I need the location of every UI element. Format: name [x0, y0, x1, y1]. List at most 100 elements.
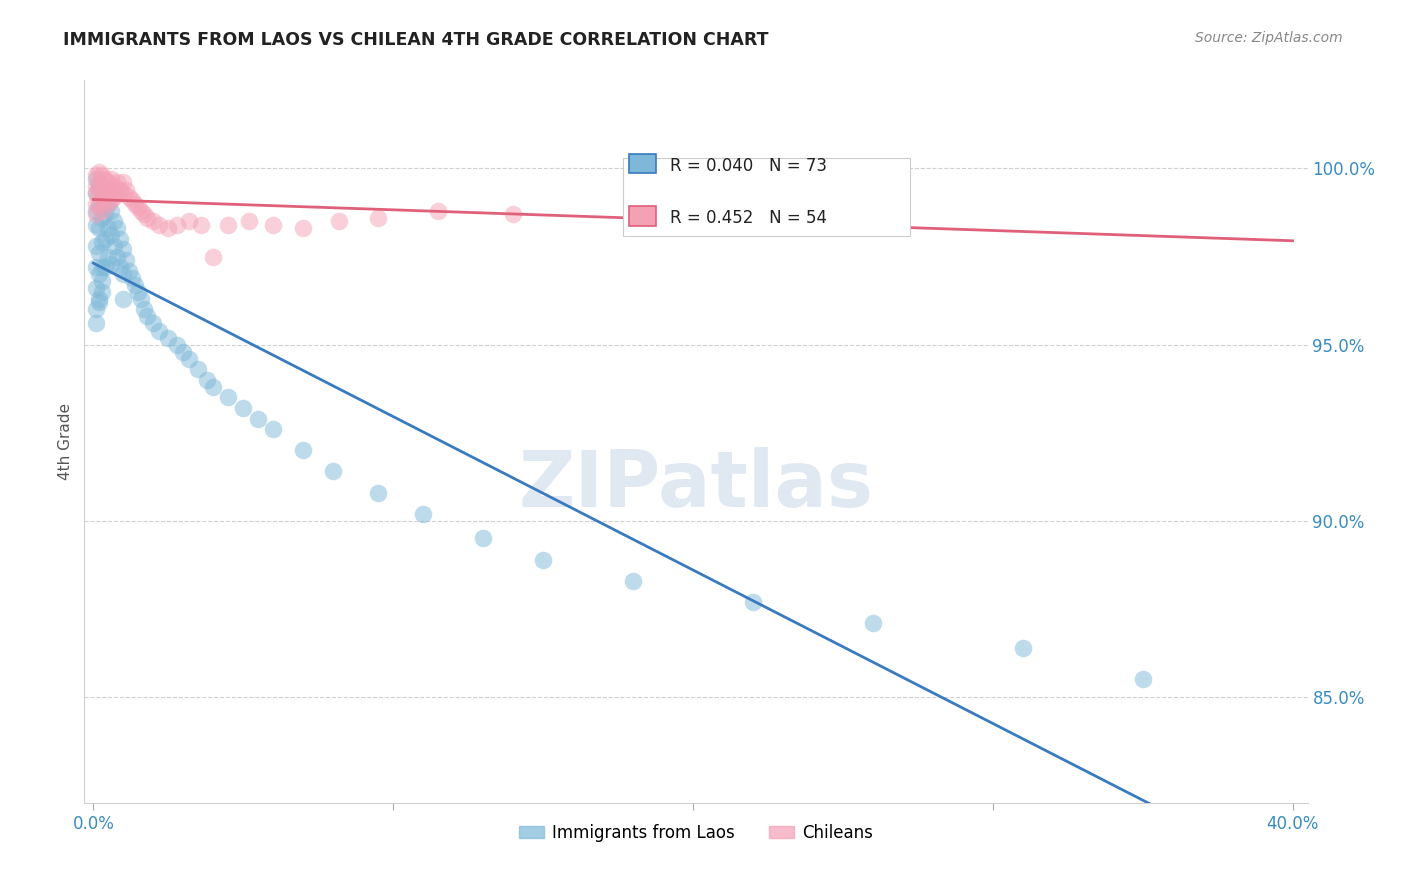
Point	[86, 218, 108, 232]
Point	[148, 218, 170, 232]
Point	[110, 182, 132, 196]
Point	[202, 250, 225, 264]
Point	[112, 292, 135, 306]
Point	[110, 232, 132, 246]
FancyBboxPatch shape	[628, 206, 655, 226]
Point	[262, 218, 284, 232]
Point	[97, 221, 120, 235]
Point	[100, 172, 122, 186]
Point	[94, 193, 117, 207]
Point	[86, 186, 108, 200]
Point	[131, 203, 153, 218]
Y-axis label: 4th Grade: 4th Grade	[58, 403, 73, 480]
Point	[134, 207, 156, 221]
Point	[91, 189, 114, 203]
Point	[742, 595, 765, 609]
FancyBboxPatch shape	[623, 158, 910, 235]
Point	[86, 169, 108, 183]
Point	[136, 211, 159, 225]
Point	[112, 186, 135, 200]
Point	[91, 274, 114, 288]
Point	[367, 485, 389, 500]
Point	[103, 179, 125, 194]
Point	[89, 221, 111, 235]
Point	[112, 243, 135, 257]
Point	[322, 465, 344, 479]
Point	[127, 285, 149, 299]
Point	[86, 302, 108, 317]
Point	[86, 260, 108, 274]
Point	[94, 182, 117, 196]
Point	[86, 203, 108, 218]
Point	[412, 507, 434, 521]
Point	[89, 196, 111, 211]
Point	[103, 214, 125, 228]
Point	[94, 207, 117, 221]
Legend: Immigrants from Laos, Chileans: Immigrants from Laos, Chileans	[513, 817, 879, 848]
Point	[179, 214, 201, 228]
Point	[110, 260, 132, 274]
Point	[621, 196, 644, 211]
Point	[134, 302, 156, 317]
Point	[157, 221, 180, 235]
Text: IMMIGRANTS FROM LAOS VS CHILEAN 4TH GRADE CORRELATION CHART: IMMIGRANTS FROM LAOS VS CHILEAN 4TH GRAD…	[63, 31, 769, 49]
Point	[86, 239, 108, 253]
Point	[89, 267, 111, 281]
Point	[94, 182, 117, 196]
Point	[86, 186, 108, 200]
Point	[862, 615, 884, 630]
Point	[292, 443, 315, 458]
Point	[103, 239, 125, 253]
Point	[115, 182, 138, 196]
Point	[202, 380, 225, 394]
Text: ZIPatlas: ZIPatlas	[519, 447, 873, 523]
Point	[157, 330, 180, 344]
Point	[91, 211, 114, 225]
Point	[100, 228, 122, 243]
Point	[97, 196, 120, 211]
Point	[328, 214, 350, 228]
Text: Source: ZipAtlas.com: Source: ZipAtlas.com	[1195, 31, 1343, 45]
Point	[472, 532, 495, 546]
Point	[91, 260, 114, 274]
Point	[195, 373, 218, 387]
Point	[217, 218, 239, 232]
Point	[89, 246, 111, 260]
Point	[131, 292, 153, 306]
Point	[124, 277, 146, 292]
Point	[179, 351, 201, 366]
Point	[86, 179, 108, 194]
Point	[94, 260, 117, 274]
Point	[292, 221, 315, 235]
Point	[187, 362, 209, 376]
Point	[172, 344, 194, 359]
Point	[862, 186, 884, 200]
Point	[91, 189, 114, 203]
Text: R = 0.040   N = 73: R = 0.040 N = 73	[671, 156, 827, 175]
Point	[91, 179, 114, 194]
Point	[89, 179, 111, 194]
Point	[89, 292, 111, 306]
Point	[166, 218, 188, 232]
Point	[1132, 673, 1154, 687]
Point	[89, 176, 111, 190]
Point	[94, 172, 117, 186]
Point	[105, 250, 128, 264]
Point	[142, 317, 165, 331]
Point	[97, 186, 120, 200]
Point	[217, 391, 239, 405]
Point	[367, 211, 389, 225]
Point	[86, 281, 108, 295]
Point	[105, 221, 128, 235]
Point	[148, 324, 170, 338]
Point	[1011, 640, 1033, 655]
Point	[232, 401, 254, 415]
Point	[502, 207, 524, 221]
Point	[121, 193, 143, 207]
Point	[91, 235, 114, 250]
Point	[89, 165, 111, 179]
Point	[86, 207, 108, 221]
Text: R = 0.452   N = 54: R = 0.452 N = 54	[671, 210, 827, 227]
Point	[89, 186, 111, 200]
Point	[86, 317, 108, 331]
